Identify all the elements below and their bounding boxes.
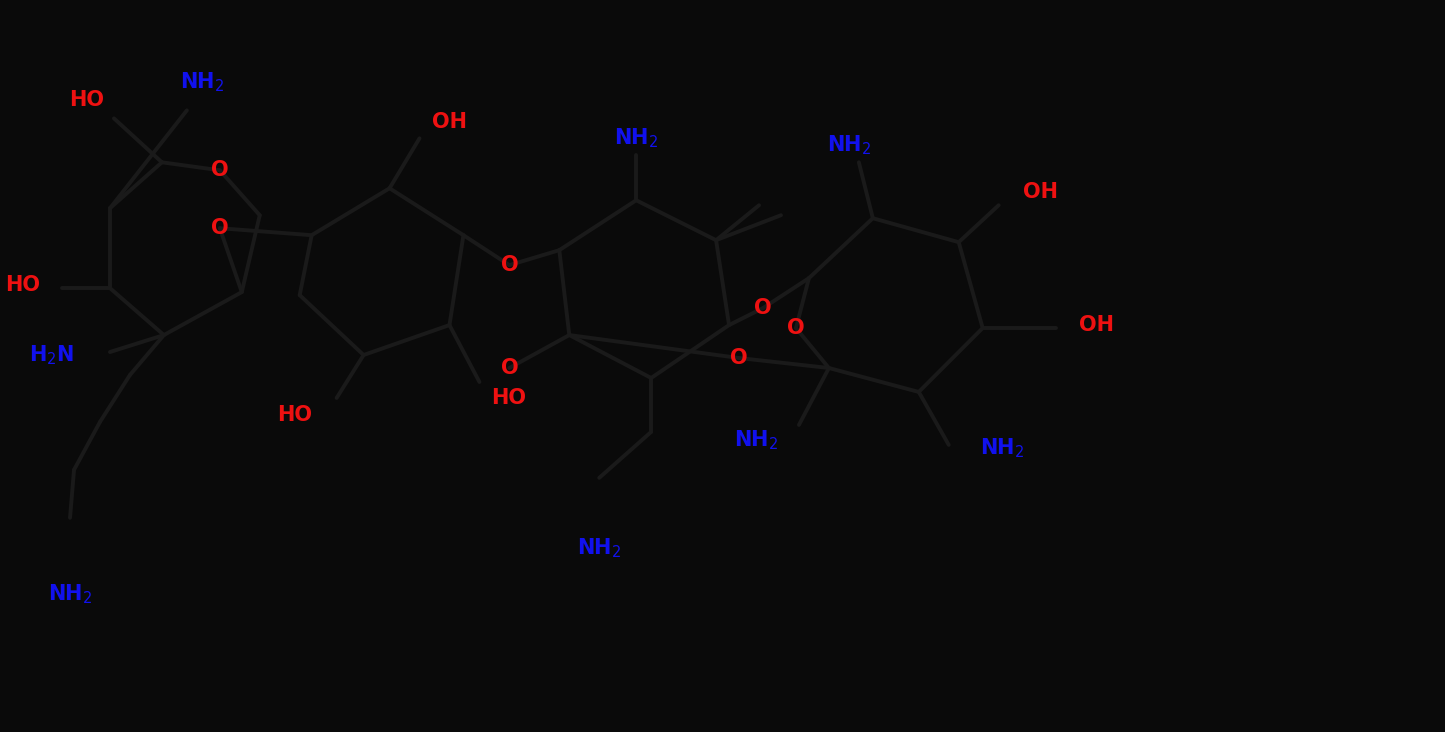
Text: HO: HO	[69, 90, 104, 111]
Text: H$_2$N: H$_2$N	[29, 343, 74, 367]
Text: NH$_2$: NH$_2$	[827, 133, 871, 157]
Text: NH$_2$: NH$_2$	[48, 583, 92, 607]
Text: OH: OH	[1078, 315, 1114, 335]
Text: NH$_2$: NH$_2$	[577, 536, 621, 559]
Text: NH$_2$: NH$_2$	[734, 428, 779, 452]
Text: NH$_2$: NH$_2$	[179, 70, 224, 94]
Text: O: O	[500, 358, 519, 378]
Text: NH$_2$: NH$_2$	[614, 127, 659, 150]
Text: OH: OH	[432, 112, 467, 132]
Text: O: O	[500, 255, 519, 275]
Text: O: O	[788, 318, 805, 338]
Text: OH: OH	[1023, 182, 1058, 202]
Text: HO: HO	[276, 405, 312, 425]
Text: O: O	[211, 218, 228, 238]
Text: HO: HO	[491, 388, 526, 408]
Text: NH$_2$: NH$_2$	[980, 436, 1025, 460]
Text: HO: HO	[6, 275, 40, 295]
Text: O: O	[754, 298, 772, 318]
Text: O: O	[730, 348, 749, 368]
Text: O: O	[211, 160, 228, 180]
